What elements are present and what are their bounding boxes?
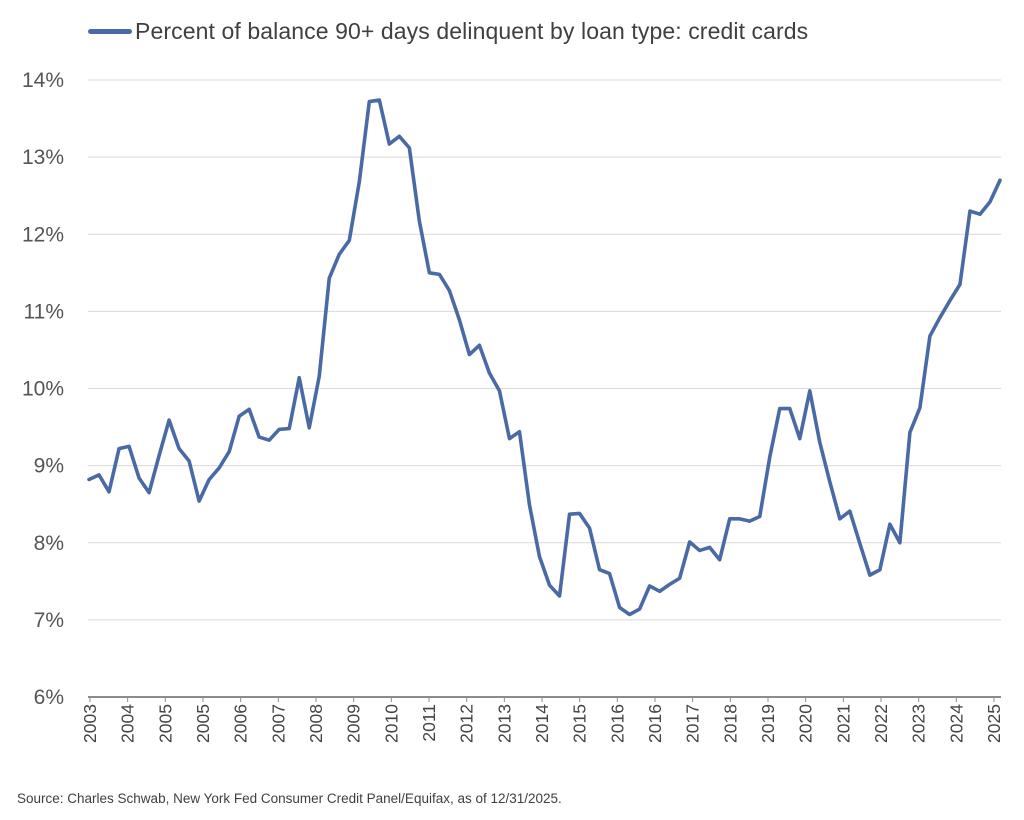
y-axis-ticks: 6% 7% 8% 9% 10% 11% 12% 13% 14% bbox=[22, 69, 64, 709]
x-tick-label: 2014 bbox=[532, 704, 552, 743]
x-tick-label: 2007 bbox=[268, 704, 288, 743]
source-note: Source: Charles Schwab, New York Fed Con… bbox=[17, 791, 562, 806]
legend-label: Percent of balance 90+ days delinquent b… bbox=[135, 18, 809, 44]
x-tick-label: 2010 bbox=[381, 704, 401, 743]
x-tick-label: 2013 bbox=[494, 704, 514, 743]
x-tick-label: 2009 bbox=[344, 704, 364, 743]
y-tick-label: 7% bbox=[34, 609, 64, 632]
gridlines bbox=[88, 79, 1001, 698]
line-chart: 6% 7% 8% 9% 10% 11% 12% 13% 14% 2003 2004 2005 2005… bbox=[22, 69, 1004, 743]
x-tick-label: 2019 bbox=[758, 704, 778, 743]
x-tick-label: 2008 bbox=[306, 704, 326, 743]
x-tick-label: 2003 bbox=[80, 704, 100, 743]
x-tick-label: 2005 bbox=[155, 704, 175, 743]
y-tick-label: 8% bbox=[34, 532, 64, 555]
y-tick-label: 9% bbox=[34, 455, 64, 478]
x-tick-label: 2005 bbox=[193, 704, 213, 743]
x-tick-label: 2017 bbox=[683, 704, 703, 743]
y-tick-label: 10% bbox=[22, 378, 64, 401]
x-axis-ticks: 2003 2004 2005 2005 2006 2007 2008 2009 2010 2011… bbox=[80, 697, 1004, 743]
series-layer bbox=[87, 98, 1002, 617]
x-tick-label: 2015 bbox=[570, 704, 590, 743]
x-tick-label: 2022 bbox=[871, 704, 891, 743]
y-tick-label: 12% bbox=[22, 223, 64, 246]
x-tick-label: 2012 bbox=[457, 704, 477, 743]
x-tick-label: 2016 bbox=[645, 704, 665, 743]
y-tick-label: 11% bbox=[24, 300, 64, 323]
x-tick-label: 2006 bbox=[231, 704, 251, 743]
x-tick-label: 2021 bbox=[833, 704, 853, 743]
x-tick-label: 2011 bbox=[419, 704, 439, 742]
x-tick-label: 2004 bbox=[118, 704, 138, 743]
y-tick-label: 6% bbox=[34, 686, 64, 709]
x-tick-label: 2024 bbox=[946, 704, 966, 743]
x-tick-label: 2018 bbox=[720, 704, 740, 743]
y-tick-label: 13% bbox=[22, 146, 64, 169]
legend-swatch bbox=[88, 29, 132, 34]
legend: Percent of balance 90+ days delinquent b… bbox=[88, 18, 808, 45]
x-tick-label: 2023 bbox=[909, 704, 929, 743]
x-tick-label: 2025 bbox=[984, 704, 1004, 743]
y-tick-label: 14% bbox=[22, 69, 64, 92]
series-line-credit-card-delinquency bbox=[87, 98, 1002, 617]
x-tick-label: 2016 bbox=[607, 704, 627, 743]
x-tick-label: 2020 bbox=[796, 704, 816, 743]
